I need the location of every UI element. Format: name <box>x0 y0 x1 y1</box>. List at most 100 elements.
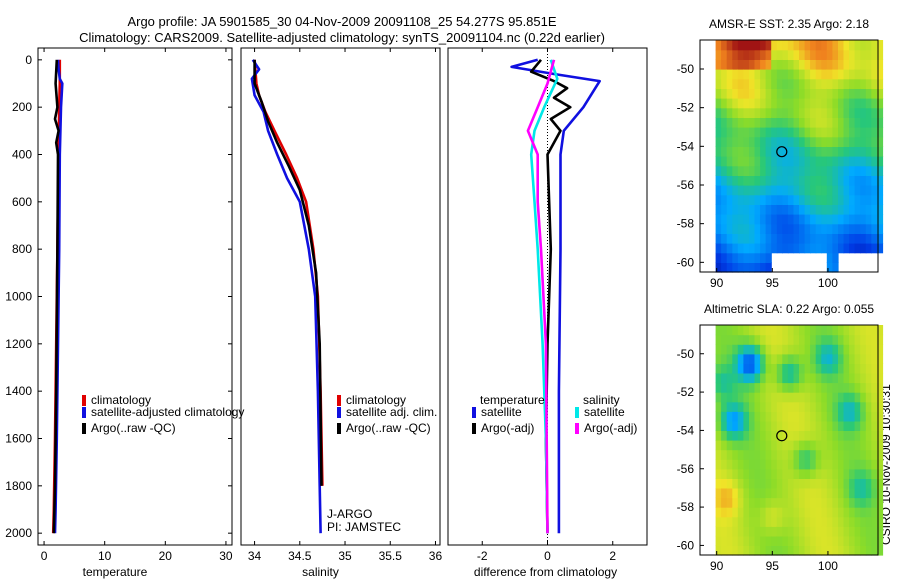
legend-satellite-adjusted-label: satellite-adjusted climatology <box>91 405 244 419</box>
sla-map-cell <box>737 372 744 384</box>
sla-map-cell <box>793 440 800 451</box>
sst-map-cell <box>765 146 772 157</box>
sla-map-cell <box>826 334 833 345</box>
sla-map-cell <box>771 545 778 556</box>
sst-map-cell <box>821 175 828 186</box>
sla-map-cell <box>810 545 817 556</box>
sst-map-cell <box>799 146 806 157</box>
sst-map-cell <box>810 165 817 176</box>
sst-map-cell <box>865 69 872 80</box>
sst-map-cell <box>815 146 822 157</box>
sla-map-cell <box>799 507 806 518</box>
legend-sal-argo-label: Argo(-adj) <box>584 421 637 435</box>
sst-map-cell <box>765 223 772 234</box>
sla-map-cell <box>832 535 839 546</box>
sla-map-cell <box>749 353 756 364</box>
sst-map-cell <box>732 107 739 118</box>
legend-satellite-adj-swatch <box>337 407 341 418</box>
temperature-ytick-label: 200 <box>12 100 32 114</box>
sst-map-cell <box>760 165 767 176</box>
sst-map-cell <box>782 59 789 70</box>
sla-map-cell <box>771 401 778 412</box>
sla-map-cell <box>743 401 750 412</box>
sla-map-cell <box>787 535 795 546</box>
sst-map-ytick-label: -58 <box>677 217 695 231</box>
sla-map-cell <box>826 545 833 556</box>
sla-map-cell <box>726 411 733 422</box>
sla-map-cell <box>815 334 822 345</box>
sla-map-cell <box>815 382 822 393</box>
sla-map-cell <box>754 478 761 489</box>
sst-map-cell <box>826 78 833 89</box>
sst-map-cell <box>871 59 878 70</box>
sla-map-cell <box>843 526 850 537</box>
temperature-ytick-label: 800 <box>12 242 32 256</box>
sla-map-cell <box>754 411 761 422</box>
sst-map-cell <box>715 185 722 196</box>
sla-map-cell <box>871 334 878 345</box>
sst-map-cell <box>832 40 839 51</box>
sla-map-cell <box>793 344 800 355</box>
sla-map-cell <box>871 487 878 499</box>
sst-map-cell <box>732 136 739 147</box>
sla-map-cell <box>776 468 783 479</box>
sla-map-cell <box>787 401 795 412</box>
sst-map-cell <box>838 243 845 254</box>
sst-map-cell <box>754 185 761 196</box>
sla-map-cell <box>765 516 772 527</box>
sla-map-cell <box>843 372 850 384</box>
sst-map-cell <box>815 78 822 89</box>
sst-map-cell <box>721 175 728 186</box>
sst-map-cell <box>793 69 800 80</box>
sla-map-cell <box>760 382 767 393</box>
sla-map-cell <box>826 526 833 537</box>
sst-map-cell <box>737 117 744 128</box>
sla-map-cell <box>849 325 856 336</box>
sst-map-cell <box>782 194 789 205</box>
sla-map-cell <box>737 363 744 374</box>
sst-map-cell <box>726 127 733 138</box>
sst-map-cell <box>782 78 789 89</box>
sla-map-cell <box>843 392 850 403</box>
sla-map-cell <box>865 468 872 479</box>
sst-map-cell <box>743 165 750 176</box>
sst-map-cell <box>793 49 800 60</box>
sst-map-cell <box>760 127 767 138</box>
sla-map-cell <box>821 459 828 470</box>
sst-map-cell <box>865 156 872 167</box>
sla-map-cell <box>843 325 850 336</box>
sla-map-cell <box>782 507 789 518</box>
sst-map-cell <box>832 88 839 99</box>
sst-map-cell <box>876 156 884 167</box>
sla-map-cell <box>765 353 772 364</box>
sla-map-cell <box>865 487 872 499</box>
sla-map-cell <box>732 440 739 451</box>
legend-temp-satellite-label: satellite <box>481 405 522 419</box>
sla-map-cell <box>865 526 872 537</box>
sla-map-cell <box>715 516 722 527</box>
temperature-ytick-label: 1800 <box>5 479 32 493</box>
sla-map-cell <box>771 526 778 537</box>
sst-map-cell <box>715 98 722 109</box>
sla-map-cell <box>876 411 884 422</box>
sla-map-cell <box>810 420 817 431</box>
sla-map-cell <box>804 344 811 355</box>
sla-map-cell <box>860 420 867 431</box>
sla-map-cell <box>860 382 867 393</box>
sla-map-cell <box>799 344 806 355</box>
sst-map-cell <box>737 214 744 225</box>
sst-map-cell <box>838 194 845 205</box>
sla-map-cell <box>776 440 783 451</box>
sst-map-cell <box>810 204 817 215</box>
sst-map-cell <box>793 59 800 70</box>
sst-map-cell <box>799 204 806 215</box>
sst-map-cell <box>804 136 811 147</box>
sla-map-cell <box>860 430 867 441</box>
sst-map-cell <box>854 59 861 70</box>
sst-map-cell <box>804 78 811 89</box>
sst-map-cell <box>749 252 756 263</box>
sla-map-cell <box>826 401 833 412</box>
sla-map-cell <box>715 344 722 355</box>
sst-map-cell <box>815 243 822 254</box>
sla-map-cell <box>754 420 761 431</box>
